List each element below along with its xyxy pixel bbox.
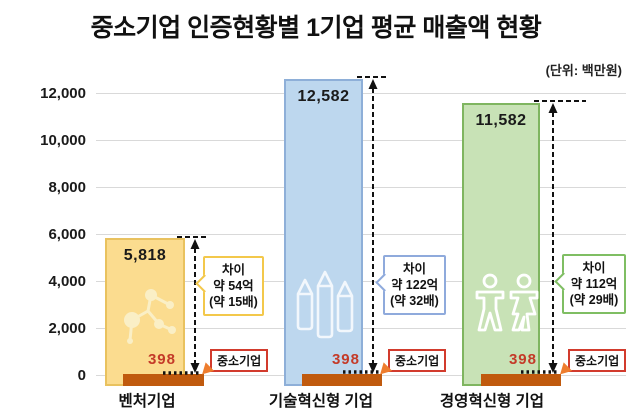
callout-line: 약 54억	[213, 279, 254, 293]
sme-tag: 중소기업	[375, 349, 447, 379]
bar-value-label: 11,582	[475, 112, 527, 129]
y-tick: 10,000	[40, 132, 86, 149]
people-icon	[475, 273, 539, 332]
sme-value-label: 398	[331, 351, 360, 368]
y-tick: 8,000	[48, 179, 86, 196]
bar-sme	[302, 374, 382, 386]
callout-line: 차이	[402, 262, 426, 276]
sme-value-label: 398	[508, 351, 537, 368]
unit-label: (단위: 백만원)	[545, 63, 622, 78]
category-label: 벤처기업	[118, 393, 176, 410]
sme-tag-label: 중소기업	[217, 354, 262, 368]
callout-line: (약 29배)	[569, 293, 619, 307]
category-label: 경영혁신형 기업	[439, 393, 545, 410]
bar-value-label: 5,818	[123, 247, 167, 264]
bar-mgmt-innovation: 11,582	[462, 103, 540, 386]
sme-tag: 중소기업	[197, 349, 269, 379]
category-label: 기술혁신형 기업	[268, 393, 374, 410]
bar-sme	[481, 374, 561, 386]
callout-line: 차이	[221, 263, 245, 277]
bar-value-label: 12,582	[297, 88, 350, 105]
bar-sme	[123, 374, 204, 386]
y-tick: 4,000	[48, 273, 86, 290]
sme-tag: 중소기업	[555, 349, 627, 379]
y-tick: 2,000	[48, 320, 86, 337]
callout-line: 약 112억	[570, 277, 618, 291]
pencils-icon	[296, 270, 354, 339]
y-tick: 12,000	[40, 85, 86, 102]
difference-callout: 차이 약 112억 (약 29배)	[553, 254, 626, 314]
difference-callout: 차이 약 122억 (약 32배)	[374, 255, 446, 315]
callout-line: 차이	[582, 261, 606, 275]
sme-tag-label: 중소기업	[395, 354, 440, 368]
callout-line: 약 122억	[390, 278, 439, 292]
y-tick: 0	[77, 367, 86, 384]
sme-value-label: 398	[147, 351, 176, 368]
callout-line: (약 15배)	[209, 295, 258, 309]
molecule-icon	[124, 289, 176, 344]
bar-tech-innovation: 12,582	[284, 79, 363, 386]
callout-line: (약 32배)	[390, 294, 439, 308]
sme-tag-label: 중소기업	[575, 354, 620, 368]
difference-callout: 차이 약 54억 (약 15배)	[194, 256, 264, 316]
y-tick: 6,000	[48, 226, 86, 243]
chart-title: 중소기업 인증현황별 1기업 평균 매출액 현황	[90, 14, 542, 42]
